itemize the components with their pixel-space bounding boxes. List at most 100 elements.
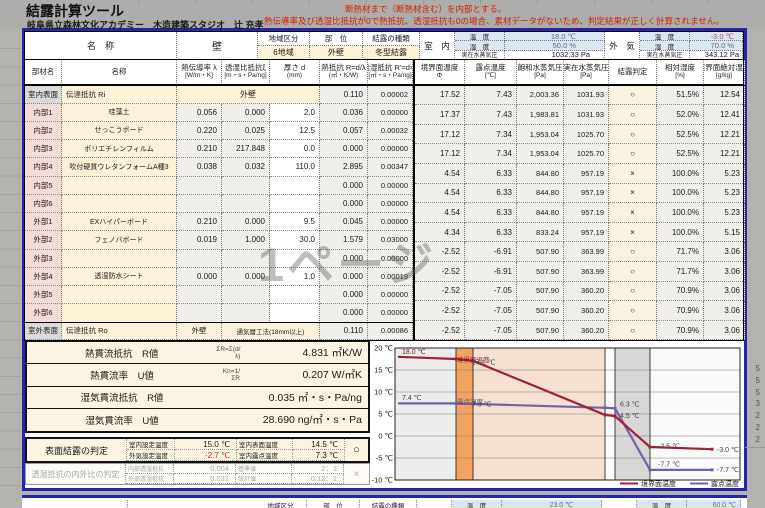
outdoor-humidity-value[interactable]: 70.0 % [690, 41, 743, 51]
cell-dewpoint-temp[interactable]: 7.43 [465, 85, 517, 106]
part-value[interactable]: 外壁 [310, 46, 363, 60]
cell-actual-vapor-pressure[interactable]: 363.99 [564, 261, 609, 282]
cell-lambda[interactable]: 0.210 [177, 140, 222, 159]
cell-condensation-judgment[interactable]: ○ [609, 124, 657, 145]
cell-xi[interactable] [222, 194, 270, 213]
cell-boundary-temp[interactable]: 4.34 [415, 222, 465, 243]
cell-dewpoint-temp[interactable]: -6.91 [465, 261, 517, 282]
cell-absolute-humidity[interactable]: 12.21 [704, 124, 745, 145]
cell-lambda[interactable] [177, 286, 222, 305]
cell-condensation-judgment[interactable]: × [609, 163, 657, 184]
cell-saturated-vapor-pressure[interactable]: 2,003.36 [517, 85, 564, 106]
cell-xi[interactable]: 0.000 [222, 103, 270, 122]
cell-boundary-temp[interactable]: 17.12 [415, 124, 465, 145]
cell-lambda[interactable] [177, 304, 222, 323]
region-value[interactable]: 6地域 [258, 46, 310, 60]
cell-actual-vapor-pressure[interactable]: 957.19 [564, 203, 609, 223]
cell-condensation-judgment[interactable]: × [609, 203, 657, 223]
cell-material-name[interactable]: 伝達抵抗 Ri [62, 85, 177, 104]
cell-thermal-resistance[interactable]: 0.036 [320, 103, 368, 122]
cell-dewpoint-temp[interactable]: -7.05 [465, 301, 517, 321]
cell-lambda[interactable]: 0.000 [177, 267, 222, 286]
cell-part[interactable]: 外部6 [25, 304, 62, 323]
cell-saturated-vapor-pressure[interactable]: 507.90 [517, 261, 564, 282]
cell-boundary-temp[interactable]: 17.37 [415, 105, 465, 125]
cell-absolute-humidity[interactable]: 5.23 [704, 203, 745, 223]
cell-vapor-resistance[interactable]: 0.00019 [368, 267, 413, 286]
cell-actual-vapor-pressure[interactable]: 363.99 [564, 242, 609, 262]
cell-dewpoint-temp[interactable]: 6.33 [465, 183, 517, 204]
cell-saturated-vapor-pressure[interactable]: 844.80 [517, 203, 564, 223]
cell-vapor-resistance[interactable]: 0.00000 [368, 140, 413, 159]
cell-thermal-resistance[interactable]: 0.000 [320, 304, 368, 323]
cell-absolute-humidity[interactable]: 12.41 [704, 105, 745, 125]
cell-boundary-temp[interactable]: 4.54 [415, 203, 465, 223]
cell-dewpoint-temp[interactable]: 6.33 [465, 222, 517, 243]
cell-actual-vapor-pressure[interactable]: 1025.70 [564, 124, 609, 145]
cell-boundary-temp[interactable]: 17.12 [415, 144, 465, 164]
cell-xi[interactable] [222, 176, 270, 195]
cell-condensation-judgment[interactable]: ○ [609, 281, 657, 302]
cell-relative-humidity[interactable]: 70.9% [657, 320, 704, 341]
cell-dewpoint-temp[interactable]: 7.43 [465, 105, 517, 125]
cell-thickness[interactable]: 9.5 [270, 213, 320, 232]
cell-vapor-resistance[interactable]: 0.00000 [368, 176, 413, 195]
cell-relative-humidity[interactable]: 52.5% [657, 124, 704, 145]
cell-thermal-resistance[interactable]: 0.000 [320, 249, 368, 268]
cell-relative-humidity[interactable]: 71.7% [657, 261, 704, 282]
cell-saturated-vapor-pressure[interactable]: 507.90 [517, 242, 564, 262]
cell-part[interactable]: 内部2 [25, 121, 62, 140]
cell-vapor-resistance[interactable]: 0.00000 [368, 286, 413, 305]
cell-thermal-resistance[interactable]: 1.579 [320, 231, 368, 250]
temperature-chart[interactable]: 20 ℃ 15 ℃ 10 ℃ 5 ℃ 0 ℃ -5 ℃ -10 ℃ 18.0 ℃… [372, 340, 743, 487]
indoor-set-temp-value[interactable]: 15.0 ℃ [175, 439, 237, 450]
cell-absolute-humidity[interactable]: 3.06 [704, 301, 745, 321]
cell-thickness[interactable] [270, 304, 320, 323]
cell-part[interactable]: 内部6 [25, 194, 62, 213]
cell-lambda[interactable]: 0.038 [177, 158, 222, 177]
summary-value[interactable]: 28.690 ng/㎡・s・Pa [262, 414, 362, 427]
cell-thermal-resistance[interactable]: 0.000 [320, 176, 368, 195]
cell-material-name[interactable]: 透湿防水シート [62, 267, 177, 286]
cell-condensation-judgment[interactable]: × [609, 183, 657, 204]
cell-saturated-vapor-pressure[interactable]: 507.90 [517, 301, 564, 321]
cell-lambda[interactable] [177, 249, 222, 268]
cell-part[interactable]: 内部1 [25, 103, 62, 122]
cell-relative-humidity[interactable]: 51.5% [657, 85, 704, 106]
cell-relative-humidity[interactable]: 70.9% [657, 281, 704, 302]
cell-condensation-judgment[interactable]: ○ [609, 85, 657, 106]
cell-actual-vapor-pressure[interactable]: 1031.93 [564, 85, 609, 106]
cell-absolute-humidity[interactable]: 3.06 [704, 320, 745, 341]
cell-thickness[interactable] [270, 286, 320, 305]
cell-ventilation-method[interactable]: 通気層工法(18mm以上) [222, 322, 320, 340]
cell-vapor-resistance[interactable]: 0.00347 [368, 158, 413, 177]
cell-vapor-resistance[interactable]: 0.00086 [368, 322, 413, 340]
indoor-surface-temp-value[interactable]: 14.5 ℃ [293, 439, 345, 450]
cell-thickness[interactable]: 1.0 [270, 267, 320, 286]
cell-part[interactable]: 外部1 [25, 213, 62, 232]
cell-thermal-resistance[interactable]: 0.000 [320, 194, 368, 213]
cell-part[interactable]: 室外表面 [25, 322, 62, 340]
cell-material-name[interactable] [62, 304, 177, 323]
cell-condensation-judgment[interactable]: ○ [609, 320, 657, 341]
cell-saturated-vapor-pressure[interactable]: 1,953.04 [517, 144, 564, 164]
cell-dewpoint-temp[interactable]: 6.33 [465, 163, 517, 184]
cell-material-name[interactable]: フェノバボード [62, 231, 177, 250]
cell-thermal-resistance[interactable]: 0.000 [320, 286, 368, 305]
cell-part[interactable]: 室内表面 [25, 85, 62, 104]
cell-actual-vapor-pressure[interactable]: 360.20 [564, 281, 609, 302]
cell-thickness[interactable] [270, 249, 320, 268]
cell-boundary-temp[interactable]: -2.52 [415, 301, 465, 321]
cell-absolute-humidity[interactable]: 12.54 [704, 85, 745, 106]
summary-value[interactable]: 0.207 W/㎡K [302, 369, 362, 382]
cell-xi[interactable]: 0.000 [222, 213, 270, 232]
cell-dewpoint-temp[interactable]: 6.33 [465, 203, 517, 223]
cell-material-name[interactable]: 珪藻土 [62, 103, 177, 122]
cell-actual-vapor-pressure[interactable]: 1031.93 [564, 105, 609, 125]
cell-material-name[interactable] [62, 286, 177, 305]
cell-thermal-resistance[interactable]: 0.000 [320, 140, 368, 159]
cell-material-name[interactable] [62, 194, 177, 213]
cell-condensation-judgment[interactable]: × [609, 222, 657, 243]
cell-thermal-resistance[interactable]: 0.110 [320, 85, 368, 104]
cell-absolute-humidity[interactable]: 3.06 [704, 261, 745, 282]
